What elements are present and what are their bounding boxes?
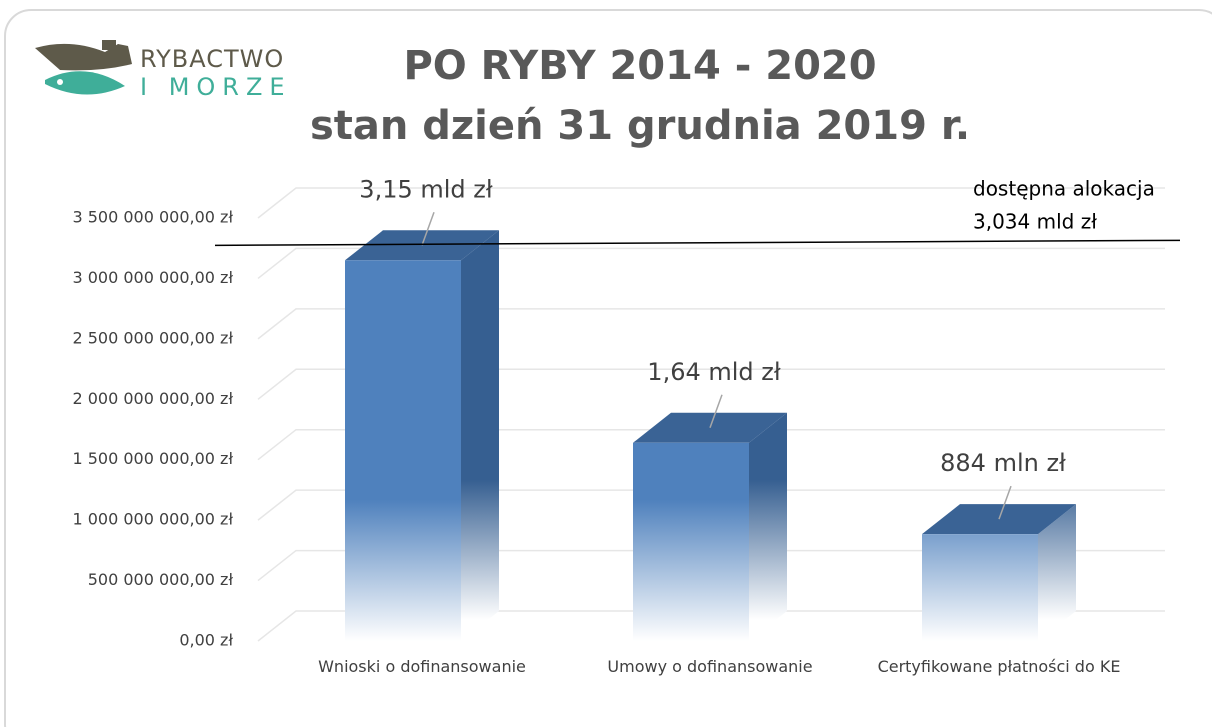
reference-label: 3,034 mld zł — [973, 210, 1097, 234]
grid-line — [257, 247, 1165, 280]
bar — [345, 260, 461, 641]
reference-label: dostępna alokacja — [973, 177, 1155, 201]
grid-line — [257, 428, 1165, 461]
x-tick-label: Wnioski o dofinansowanie — [318, 657, 526, 676]
x-tick-label: Umowy o dofinansowanie — [607, 657, 813, 676]
bar — [633, 442, 749, 641]
chart-title: stan dzień 31 grudnia 2019 r. — [310, 103, 970, 149]
card — [4, 9, 1212, 727]
value-label: 3,15 mld zł — [359, 175, 493, 203]
grid-line — [257, 489, 1165, 521]
grid-line — [257, 368, 1165, 400]
y-tick-label: 1 000 000 000,00 zł — [72, 510, 233, 529]
bar-side — [461, 230, 499, 642]
bar — [922, 534, 1038, 641]
x-tick-label: Certyfikowane płatności do KE — [877, 657, 1121, 676]
grid-line — [257, 308, 1165, 340]
x-tick-label-box: Umowy o dofinansowanie — [607, 657, 813, 676]
logo — [35, 40, 132, 95]
y-tick-label: 2 000 000 000,00 zł — [72, 389, 233, 408]
logo-text: RYBACTWO — [140, 45, 284, 73]
y-tick-label: 0,00 zł — [179, 631, 233, 650]
grid-line — [257, 610, 1165, 642]
bar-side — [1038, 504, 1076, 641]
x-tick-label-box: Wnioski o dofinansowanie — [318, 657, 526, 676]
x-tick-label-box: Certyfikowane płatności do KE — [877, 657, 1121, 676]
reference-line — [214, 239, 1181, 247]
y-tick-label: 2 500 000 000,00 zł — [72, 328, 233, 347]
chart-title: PO RYBY 2014 - 2020 — [403, 43, 876, 89]
leader-line — [421, 212, 435, 246]
leader-line — [709, 394, 723, 429]
value-label: 1,64 mld zł — [647, 358, 781, 386]
grid-line — [257, 187, 1165, 219]
logo-text: I MORZE — [140, 73, 292, 101]
y-tick-label: 3 500 000 000,00 zł — [72, 208, 233, 227]
y-tick-label: 500 000 000,00 zł — [88, 570, 234, 589]
y-tick-label: 3 000 000 000,00 zł — [72, 268, 233, 287]
leader-line — [998, 485, 1012, 520]
value-label: 884 mln zł — [940, 449, 1066, 477]
grid-line — [257, 549, 1165, 582]
y-tick-label: 1 500 000 000,00 zł — [72, 449, 233, 468]
bar-side — [749, 412, 787, 641]
